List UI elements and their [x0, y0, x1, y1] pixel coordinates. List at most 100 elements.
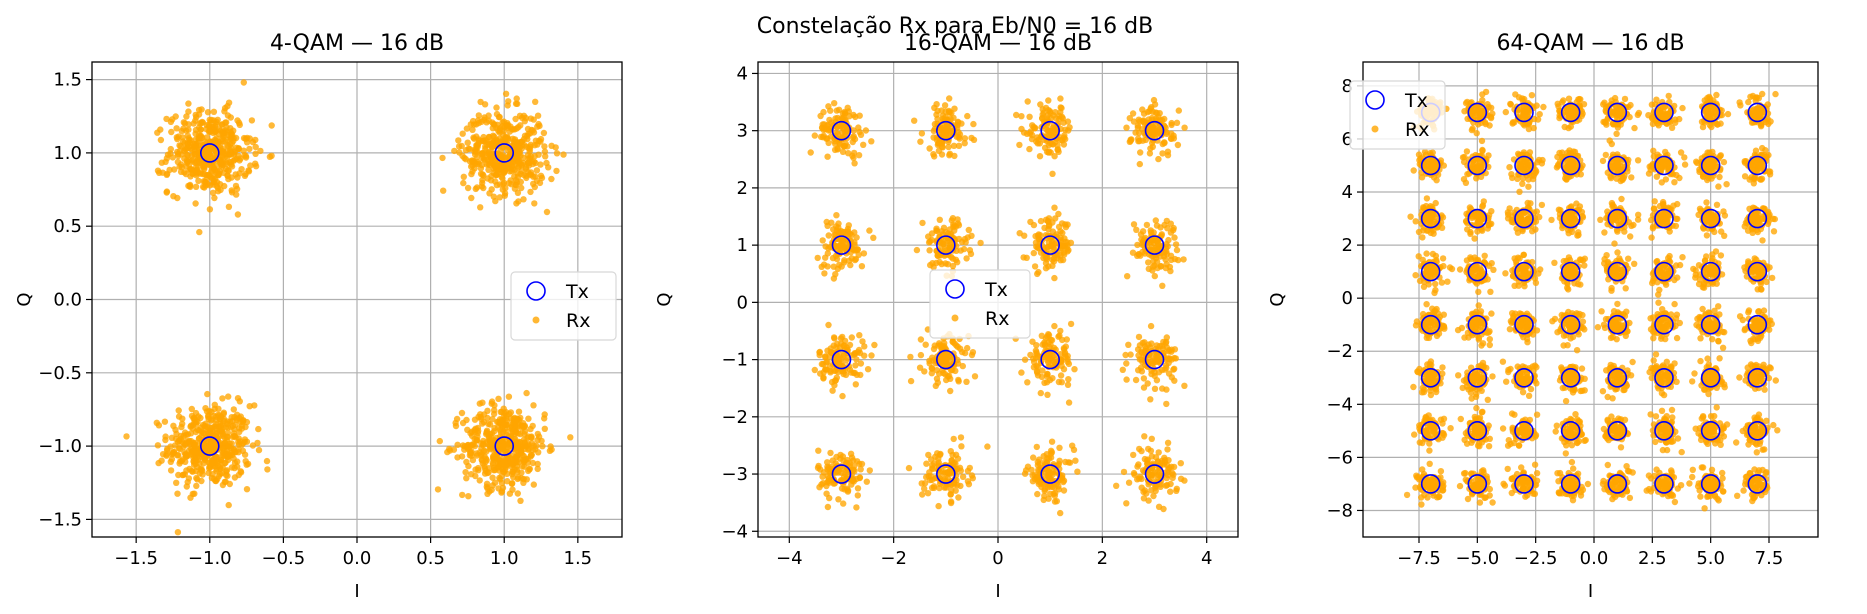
panel-title: 16-QAM — 16 dB [904, 31, 1092, 56]
rx-point [947, 491, 954, 498]
rx-point [529, 422, 536, 430]
x-tick-label: 0.5 [416, 548, 445, 569]
rx-point [1060, 366, 1068, 373]
rx-point [1479, 340, 1487, 347]
rx-point [541, 415, 548, 422]
rx-point [970, 136, 978, 143]
rx-point [811, 366, 818, 374]
rx-point [1487, 113, 1495, 121]
rx-point [1439, 370, 1446, 377]
rx-point [837, 335, 845, 342]
rx-point [252, 143, 259, 151]
rx-point [513, 125, 520, 132]
tx-point [831, 464, 852, 484]
tx-point [936, 120, 956, 141]
rx-point [189, 451, 196, 458]
rx-point [1054, 146, 1062, 153]
rx-point [843, 127, 850, 135]
rx-point [503, 122, 510, 129]
rx-point [826, 494, 833, 502]
rx-point [1062, 343, 1070, 350]
rx-point [163, 447, 171, 454]
rx-point [1052, 109, 1059, 116]
rx-point [463, 125, 471, 132]
rx-point [825, 321, 832, 329]
rx-point [1486, 221, 1494, 228]
rx-point [852, 381, 859, 388]
rx-point [1071, 366, 1078, 373]
rx-point [1152, 482, 1160, 489]
rx-point [1419, 234, 1426, 241]
rx-point [154, 442, 162, 449]
rx-point [500, 442, 507, 450]
rx-point [468, 432, 476, 439]
panel-1: −1.5 −1.0 −0.5 0.0 0.5 1.0 1.5−1.5−1.0−0.50.00… [14, 31, 623, 602]
rx-point [911, 117, 918, 124]
rx-point [1060, 141, 1068, 148]
rx-point [123, 433, 130, 440]
rx-point [1469, 269, 1477, 276]
x-tick-label: −1.5 [114, 548, 158, 569]
rx-point [475, 112, 482, 119]
rx-point [1421, 417, 1428, 424]
rx-point [466, 145, 473, 153]
rx-point [1477, 428, 1485, 435]
rx-point [506, 490, 514, 497]
rx-point [158, 457, 165, 464]
rx-point [1045, 149, 1052, 156]
rx-point [1064, 381, 1072, 388]
legend-rx-label: Rx [985, 308, 1009, 330]
rx-point [824, 153, 831, 160]
rx-point [853, 504, 860, 511]
rx-point [242, 135, 249, 142]
rx-point [1167, 252, 1175, 259]
rx-point [1030, 249, 1038, 257]
rx-point [486, 190, 493, 197]
rx-point [520, 196, 527, 203]
rx-point [1155, 155, 1162, 163]
rx-point [965, 481, 973, 488]
rx-point [833, 212, 840, 219]
rx-point [1040, 496, 1047, 504]
rx-point [515, 198, 522, 205]
rx-point [947, 367, 955, 374]
rx-point [233, 191, 240, 198]
rx-point [1142, 136, 1150, 144]
tx-point [494, 436, 515, 456]
rx-point [854, 485, 862, 492]
rx-point [918, 130, 926, 137]
rx-point [839, 148, 847, 155]
rx-point [464, 426, 471, 433]
rx-point [842, 357, 850, 364]
rx-point [851, 160, 858, 167]
rx-point [499, 175, 506, 182]
rx-point [955, 142, 963, 149]
rx-point [502, 90, 510, 98]
rx-point [242, 152, 250, 160]
rx-point [242, 423, 249, 431]
rx-point [1132, 129, 1139, 136]
rx-point [477, 98, 484, 106]
rx-point [207, 446, 214, 454]
rx-point [924, 490, 932, 497]
rx-point [1474, 164, 1482, 171]
rx-point [436, 437, 443, 445]
rx-point [854, 246, 861, 253]
rx-point [1061, 132, 1068, 139]
rx-point [829, 254, 837, 262]
rx-point [538, 437, 545, 445]
rx-point [469, 126, 476, 133]
rx-point [500, 405, 507, 412]
rx-point [511, 430, 518, 437]
rx-point [188, 166, 195, 173]
rx-point [175, 133, 182, 140]
rx-point [461, 443, 468, 450]
rx-point [1469, 318, 1477, 325]
rx-point [477, 170, 485, 177]
rx-point [1143, 221, 1151, 229]
rx-point [1135, 138, 1142, 145]
tx-point [1144, 120, 1165, 141]
rx-point [1423, 301, 1430, 308]
rx-point [964, 467, 972, 475]
rx-point [508, 480, 516, 487]
